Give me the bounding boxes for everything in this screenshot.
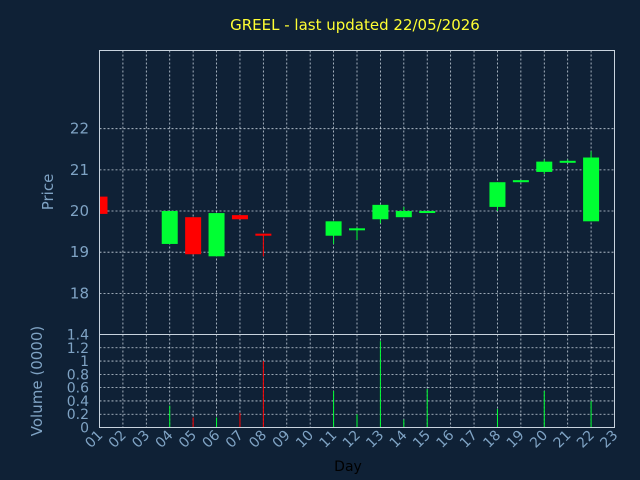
price-tick-label: 20 — [70, 202, 89, 220]
candle-body — [583, 157, 600, 222]
volume-y-ticks: 00.20.40.60.811.21.4 — [67, 328, 89, 437]
candle-body — [231, 215, 248, 220]
price-tick-label: 19 — [70, 243, 89, 261]
candle-body — [559, 160, 576, 163]
price-tick-label: 22 — [70, 120, 89, 138]
x-tick-label: 17 — [457, 428, 481, 452]
chart-title: GREEL - last updated 22/05/2026 — [230, 16, 480, 34]
x-tick-label: 11 — [316, 428, 340, 452]
x-tick-label: 14 — [387, 427, 411, 451]
candle-body — [99, 196, 108, 214]
candle-body — [395, 211, 412, 218]
x-axis-label: Day — [334, 459, 362, 475]
volume-tick-label: 0.2 — [67, 407, 89, 423]
candle-body — [185, 217, 202, 255]
volume-tick-label: 1.4 — [67, 328, 89, 344]
candle-body — [512, 180, 529, 183]
x-tick-label: 18 — [480, 428, 504, 452]
volume-frame — [99, 334, 615, 428]
volume-axis-label: Volume (0000) — [28, 326, 46, 436]
x-tick-label: 03 — [129, 428, 153, 452]
candle-body — [255, 233, 272, 236]
price-axis-label: Price — [39, 174, 57, 211]
price-tick-label: 18 — [70, 284, 89, 302]
volume-bars — [169, 341, 592, 428]
price-grid — [99, 50, 615, 335]
x-tick-label: 13 — [363, 428, 387, 452]
volume-tick-label: 0.6 — [67, 381, 89, 397]
volume-tick-label: 0 — [80, 421, 89, 437]
volume-tick-label: 0.8 — [67, 367, 89, 383]
x-tick-label: 08 — [246, 428, 270, 452]
x-tick-label: 07 — [223, 428, 247, 452]
x-tick-label: 22 — [574, 428, 598, 452]
candlesticks — [99, 151, 600, 257]
volume-tick-label: 1.2 — [67, 341, 89, 357]
x-tick-label: 19 — [504, 428, 528, 452]
candle-body — [372, 204, 389, 220]
candle-body — [325, 221, 342, 236]
volume-grid — [99, 334, 615, 428]
candle-body — [208, 213, 225, 257]
candle-body — [489, 182, 506, 207]
x-tick-label: 12 — [340, 428, 364, 452]
x-tick-label: 15 — [410, 428, 434, 452]
candle-body — [161, 211, 178, 244]
candle-body — [536, 161, 553, 172]
x-tick-label: 06 — [199, 427, 223, 451]
price-panel: 18 19 20 21 22 Price — [39, 50, 615, 335]
x-tick-label: 02 — [106, 428, 130, 452]
volume-tick-label: 0.4 — [67, 394, 89, 410]
x-tick-label: 05 — [176, 428, 200, 452]
x-tick-label: 10 — [293, 428, 317, 452]
x-tick-label: 20 — [527, 428, 551, 452]
x-tick-label: 16 — [434, 427, 458, 451]
volume-panel: 00.20.40.60.811.21.4 Volume (0000) — [28, 326, 615, 437]
x-tick-label: 04 — [153, 427, 177, 451]
volume-tick-label: 1 — [80, 354, 89, 370]
candle-body — [349, 228, 365, 231]
price-y-ticks: 18 19 20 21 22 — [70, 120, 89, 303]
x-ticks: 01 02 03 04 05 06 07 08 09 10 11 12 13 14 15 16 17 18 19 20… — [82, 427, 621, 451]
x-tick-label: 23 — [597, 428, 621, 452]
x-tick-label: 09 — [270, 428, 294, 452]
x-tick-label: 21 — [551, 428, 575, 452]
candle-body — [419, 211, 436, 214]
price-tick-label: 21 — [70, 161, 89, 179]
